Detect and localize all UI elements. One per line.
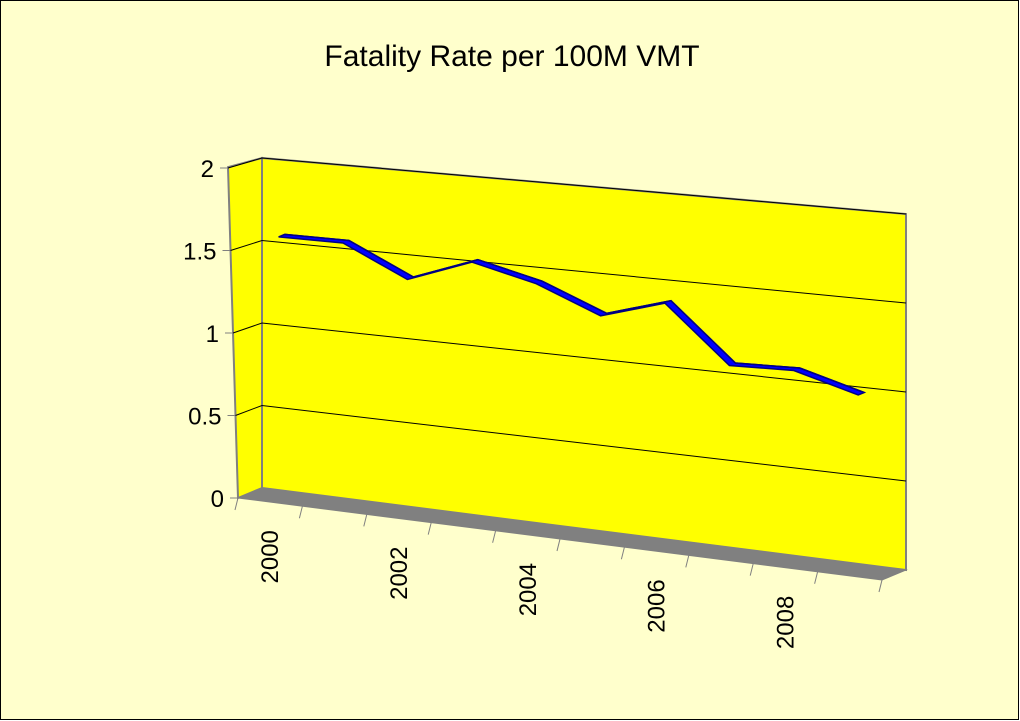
chart-title: Fatality Rate per 100M VMT [324, 40, 699, 73]
grid-line [235, 404, 907, 482]
y-tick-label: 0.5 [188, 404, 221, 431]
x-tick [814, 571, 819, 584]
x-tick [749, 563, 754, 576]
x-tick [427, 522, 432, 535]
y-tick-label: 2 [201, 156, 214, 183]
x-tick-label: 2008 [772, 596, 799, 649]
x-tick-label: 2004 [515, 563, 542, 616]
x-tick [234, 497, 239, 511]
y-tick-label: 1 [206, 321, 219, 348]
x-tick [878, 579, 883, 593]
x-tick [363, 514, 368, 527]
grid-line [227, 157, 907, 215]
x-tick [685, 555, 690, 568]
y-tick-label: 0 [211, 486, 224, 513]
x-tick-label: 2002 [386, 547, 413, 600]
y-tick-label: 1.5 [183, 239, 216, 266]
x-tick-label: 2006 [644, 579, 671, 632]
x-tick [492, 530, 497, 543]
line-top [284, 233, 865, 394]
grid-line [230, 239, 907, 304]
x-tick [556, 538, 561, 552]
x-tick [620, 547, 625, 560]
x-tick-label: 2000 [257, 530, 284, 583]
x-tick [298, 506, 303, 519]
grid-line [232, 322, 907, 393]
